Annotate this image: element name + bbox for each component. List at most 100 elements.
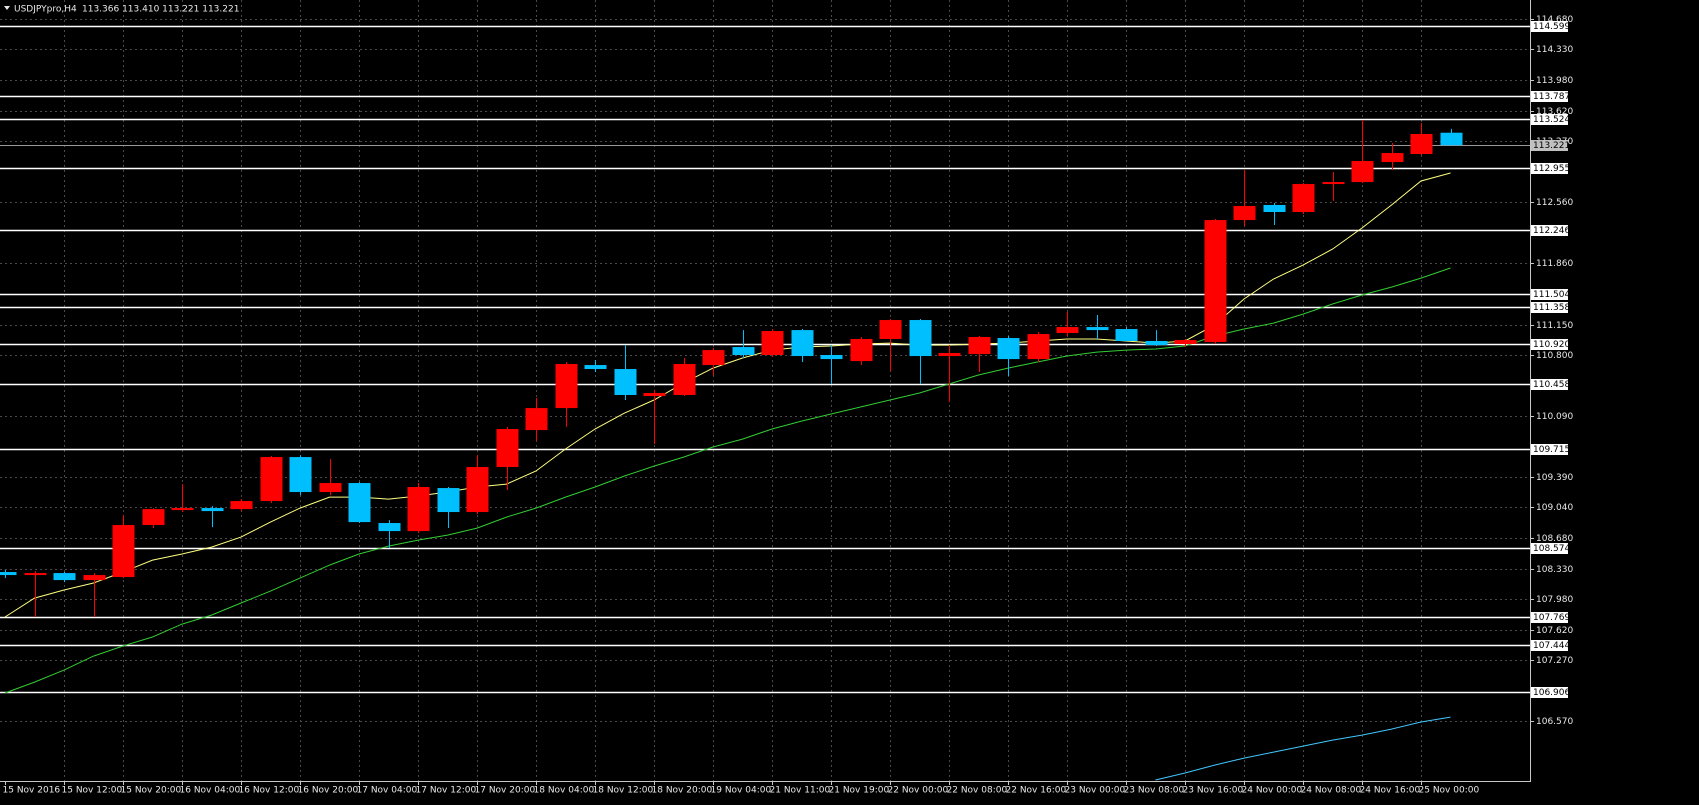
candle-body [938, 353, 961, 357]
candle-body [289, 457, 312, 493]
candles [0, 119, 1463, 618]
candle-body [1410, 134, 1433, 155]
x-tick-label: 17 Nov 20:00 [475, 786, 536, 796]
candle-body [407, 487, 430, 532]
level-label-box [1531, 379, 1568, 390]
candle-body [879, 320, 902, 339]
y-tick-label: 113.620 [1536, 107, 1573, 117]
candle-body [525, 408, 548, 431]
level-label: 111.358 [1533, 303, 1570, 313]
x-tick-label: 25 Nov 00:00 [1419, 786, 1480, 796]
candle-body [171, 508, 194, 511]
candle-body [1440, 132, 1463, 146]
candle-body [997, 338, 1020, 360]
level-label: 110.458 [1533, 380, 1570, 390]
candle-body [0, 572, 17, 576]
candle-body [319, 483, 342, 493]
candle-body [702, 350, 725, 366]
x-tick-label: 15 Nov 2016 [3, 786, 61, 796]
candle-body [614, 369, 637, 396]
candle-body [83, 575, 106, 581]
price-summary: 113.366 113.410 113.221 113.221 [82, 5, 239, 15]
candle-body [1174, 340, 1197, 345]
candle-body [466, 467, 489, 513]
candle-body [496, 429, 519, 468]
level-label-box [1531, 21, 1568, 32]
level-label: 109.715 [1533, 445, 1570, 455]
level-label: 107.444 [1533, 641, 1570, 651]
x-tick-label: 18 Nov 20:00 [652, 786, 713, 796]
candle-body [761, 331, 784, 356]
y-tick-label: 114.330 [1536, 45, 1573, 55]
y-tick-label: 110.800 [1536, 351, 1573, 361]
candle-body [1351, 161, 1374, 183]
grid [0, 0, 1530, 781]
level-label-box [1531, 687, 1568, 698]
candle-body [1145, 340, 1168, 346]
x-tick-label: 18 Nov 04:00 [534, 786, 595, 796]
candle-body [1292, 184, 1315, 213]
y-tick-label: 107.620 [1536, 626, 1573, 636]
candle-body [820, 355, 843, 360]
y-tick-label: 107.980 [1536, 595, 1573, 605]
candle-body [1056, 327, 1079, 334]
candle-body [348, 483, 371, 523]
candle-body [142, 509, 165, 526]
x-tick-label: 22 Nov 16:00 [1006, 786, 1067, 796]
level-label: 113.524 [1533, 115, 1570, 125]
candle-body [643, 393, 666, 397]
level-label-box [1531, 225, 1568, 236]
menu-arrow[interactable] [4, 6, 10, 10]
y-tick-label: 112.560 [1536, 198, 1573, 208]
x-tick-label: 19 Nov 04:00 [711, 786, 772, 796]
bid-label-box [1531, 140, 1568, 151]
x-tick-label: 22 Nov 08:00 [947, 786, 1008, 796]
level-label: 106.906 [1533, 688, 1570, 698]
candle-body [584, 365, 607, 370]
candle-body [24, 573, 47, 576]
level-label-box [1531, 543, 1568, 554]
y-tick-label: 106.570 [1536, 717, 1573, 727]
x-tick-label: 17 Nov 12:00 [416, 786, 477, 796]
candle-body [378, 523, 401, 532]
y-tick-label: 108.330 [1536, 565, 1573, 575]
level-label-box [1531, 640, 1568, 651]
x-tick-label: 24 Nov 16:00 [1360, 786, 1421, 796]
y-tick-label: 113.980 [1536, 76, 1573, 86]
level-label-box [1531, 444, 1568, 455]
x-tick-label: 18 Nov 12:00 [593, 786, 654, 796]
candle-body [1115, 329, 1138, 341]
candle-body [555, 364, 578, 409]
moving-average-line [1155, 716, 1451, 781]
level-label: 112.246 [1533, 226, 1570, 236]
candle-body [1263, 204, 1286, 213]
x-tick-label: 16 Nov 04:00 [180, 786, 241, 796]
candle-body [909, 320, 932, 357]
candle-body [53, 573, 76, 581]
x-tick-label: 21 Nov 11:00 [770, 786, 831, 796]
level-label: 107.769 [1533, 613, 1570, 623]
candle-body [1322, 182, 1345, 185]
y-tick-label: 107.270 [1536, 656, 1573, 666]
candle-body [791, 330, 814, 357]
x-tick-label: 23 Nov 16:00 [1183, 786, 1244, 796]
level-label: 111.504 [1533, 290, 1570, 300]
candle-body [201, 508, 224, 512]
axis: 114.680114.330113.980113.620113.270112.5… [3, 15, 1574, 796]
candle-body [968, 337, 991, 355]
x-tick-label: 24 Nov 00:00 [1242, 786, 1303, 796]
x-tick-label: 15 Nov 20:00 [121, 786, 182, 796]
candle-body [850, 338, 873, 362]
candle-body [112, 525, 135, 578]
y-tick-label: 111.860 [1536, 259, 1573, 269]
candle-body [1381, 153, 1404, 163]
x-tick-label: 24 Nov 08:00 [1301, 786, 1362, 796]
candle-body [732, 347, 755, 356]
bid-label: 113.221 [1533, 141, 1570, 151]
y-tick-label: 109.040 [1536, 503, 1573, 513]
x-tick-label: 17 Nov 04:00 [357, 786, 418, 796]
candle-body [437, 488, 460, 513]
level-label: 113.787 [1533, 92, 1570, 102]
